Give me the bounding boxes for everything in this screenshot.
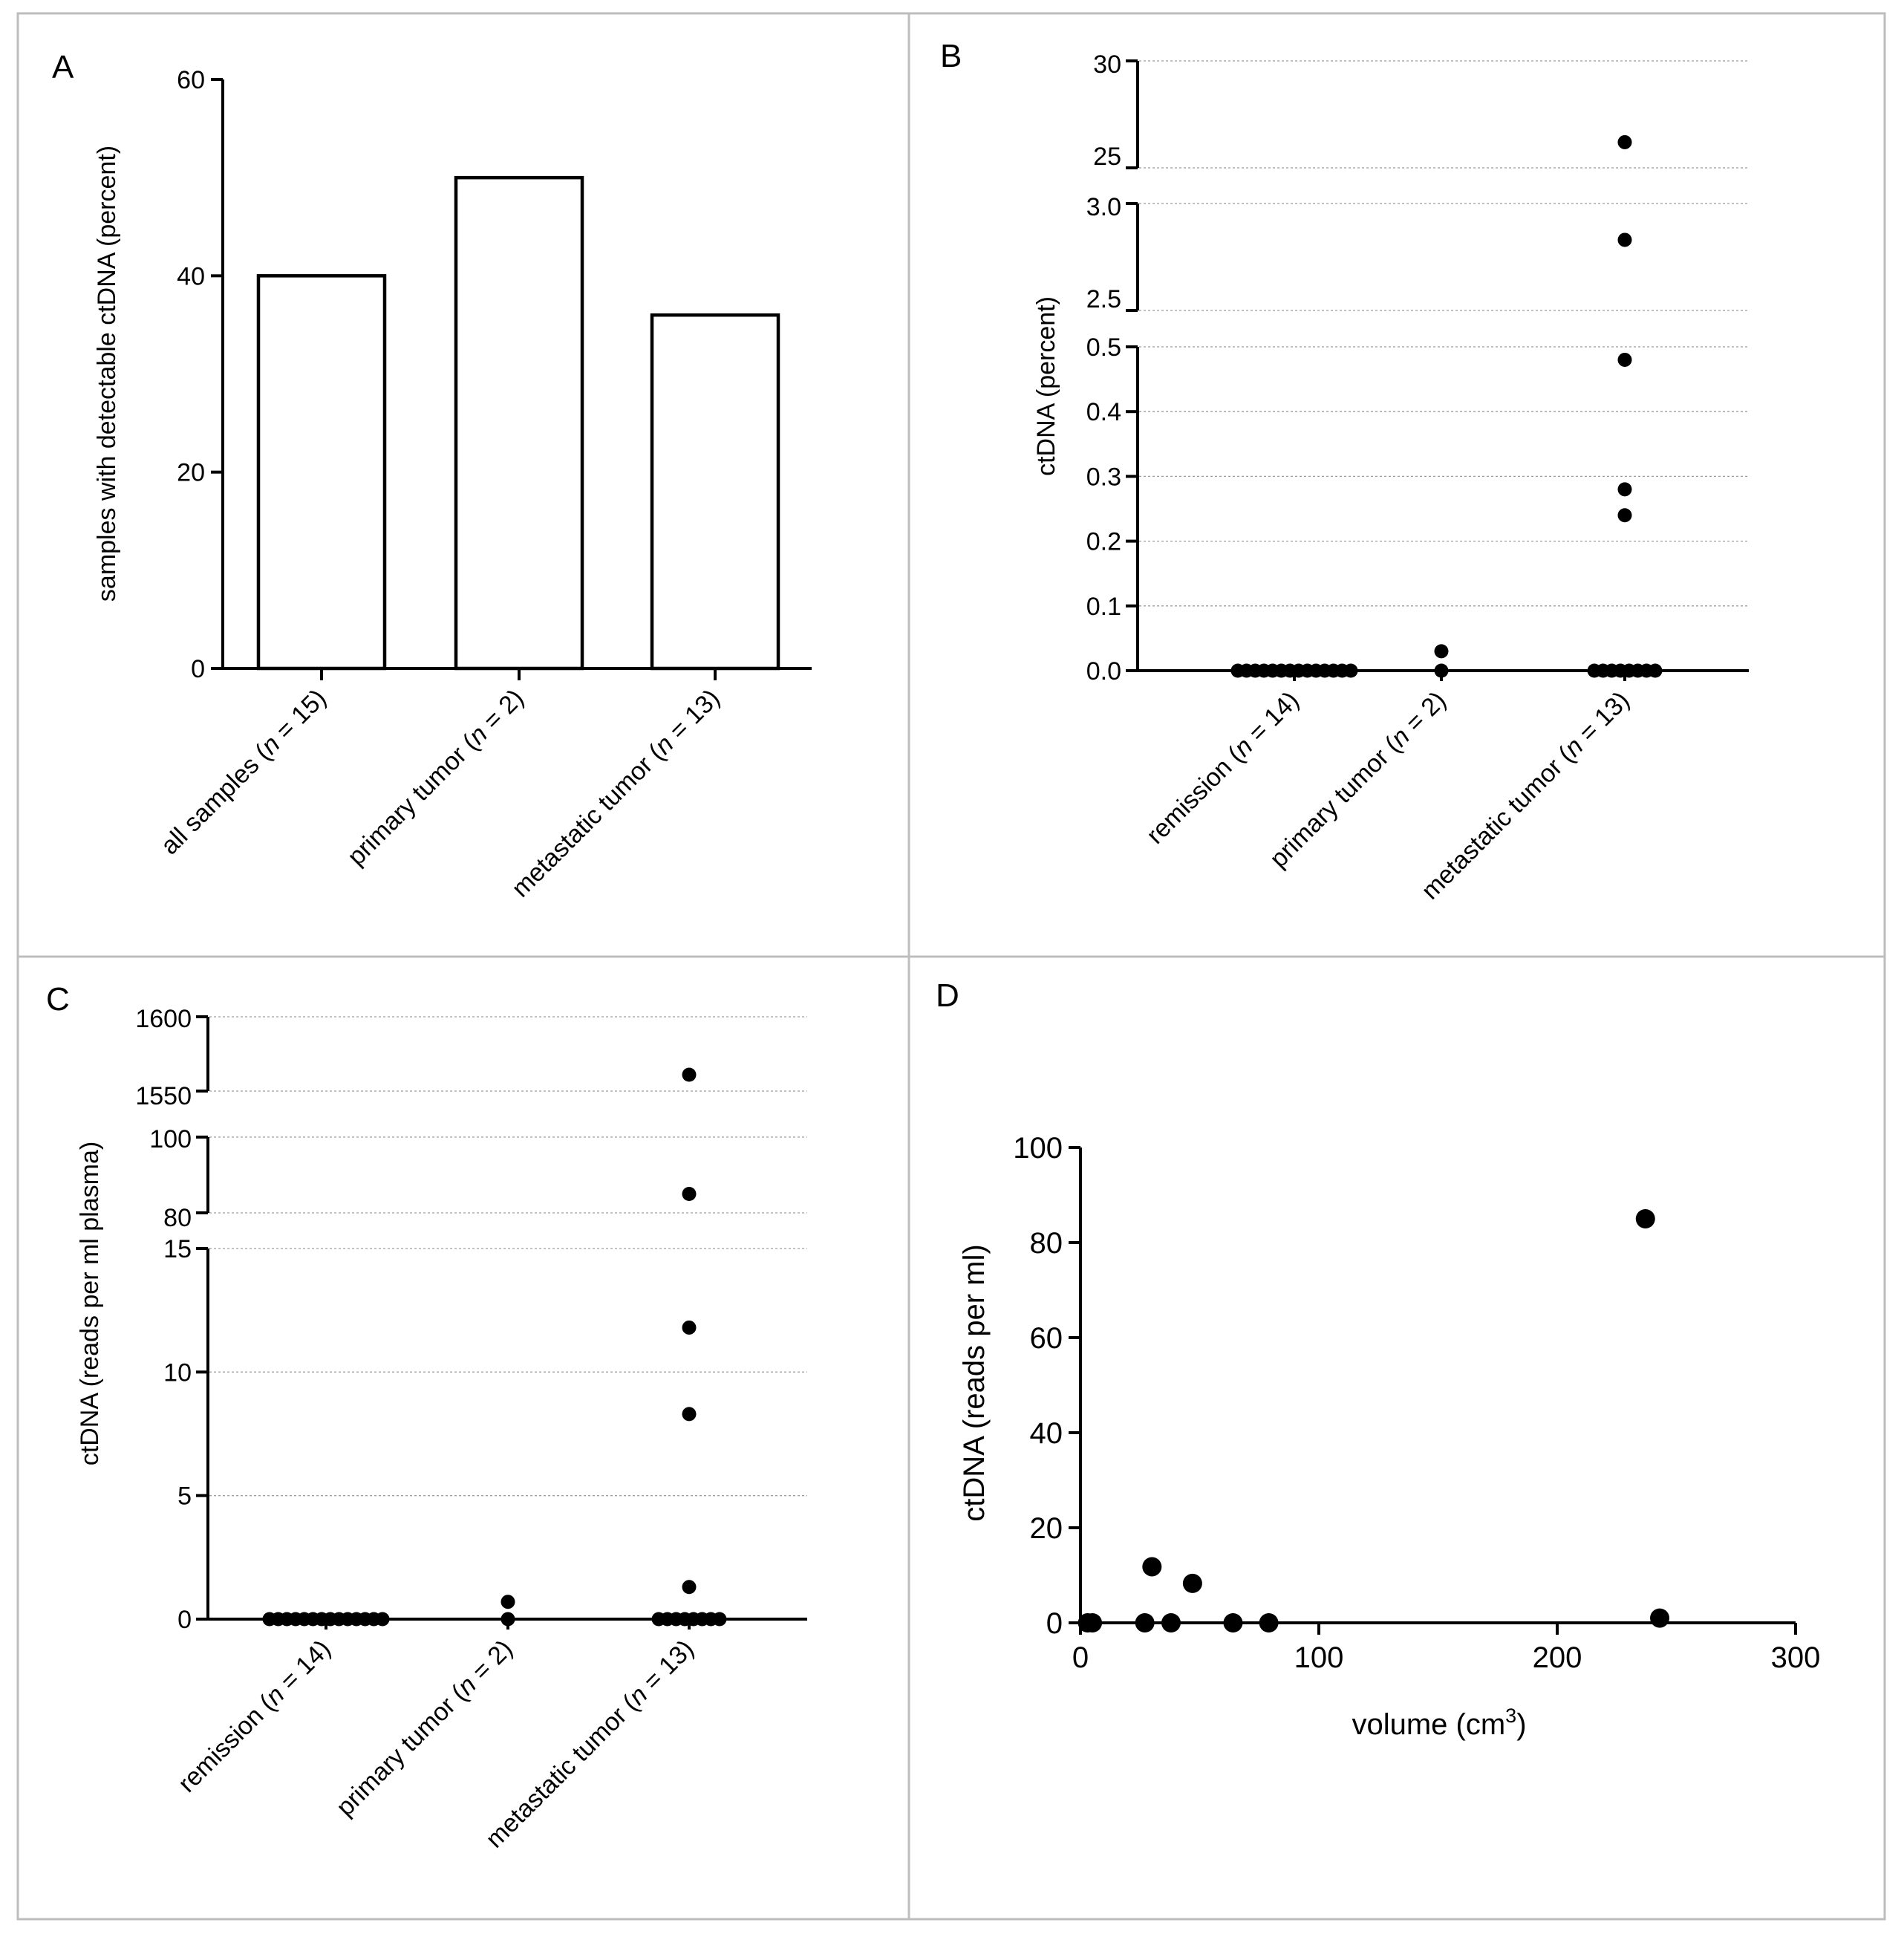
panel-a-y-tick-label: 0 [191,655,205,683]
panel-b-data-point [1617,352,1632,367]
panel-c-y-tick-label: 5 [177,1482,192,1511]
panel-d-data-point [1223,1613,1243,1632]
panel-d-data-point [1083,1613,1103,1632]
panel-label-d: D [936,977,959,1014]
panel-d-x-tick-label: 100 [1294,1641,1344,1674]
panel-d-data-point [1161,1613,1181,1632]
panel-a-bar [650,313,780,671]
panel-c-x-tick-label: remission (n = 14) [173,1635,336,1798]
panel-a-bar [256,274,387,671]
panel-d-y-axis-label: ctDNA (reads per ml) [958,1244,991,1521]
panel-c-y-tick-label: 1550 [135,1082,192,1110]
panel-b-data-point [1617,508,1632,523]
panel-c-data-point [682,1320,697,1335]
panel-b-y-tick-label: 0.3 [1086,463,1121,491]
panel-c-plot: 0 5 10 15 80 100 1550 1600 remission (n = 14)pri… [135,1005,807,1854]
panel-d-x-tick-label: 300 [1771,1641,1821,1674]
panel-b-y-tick-label: 0.0 [1086,657,1121,686]
panel-c-data-point [682,1187,697,1201]
panel-c-y-axis-label: ctDNA (reads per ml plasma) [76,1142,104,1465]
panel-c-x-tick-label: metastatic tumor (n = 13) [480,1635,700,1854]
panel-d-data-point [1635,1209,1655,1228]
panel-c-y-tick-label: 15 [163,1235,192,1263]
panel-a-y-tick-label: 60 [177,66,205,94]
panel-c-y-tick-label: 80 [163,1204,192,1232]
panel-c-data-point [375,1612,390,1627]
panel-d-x-axis-label: volume (cm3) [1352,1705,1526,1741]
panel-b-data-point [1648,663,1663,678]
panel-b-data-point [1434,663,1449,678]
panel-d-x-tick-label: 200 [1533,1641,1582,1674]
panel-c-y-tick-label: 100 [149,1125,192,1153]
panel-b-data-point [1617,134,1632,149]
panel-c-data-point [682,1580,697,1595]
panel-b-plot: 0.0 0.1 0.2 0.3 0.4 0.5 2.5 3.0 25 30 remission (n… [1086,51,1749,905]
panel-d-y-tick-label: 0 [1046,1607,1063,1640]
panel-a-y-tick-label: 20 [177,459,205,487]
panel-b-y-tick-label: 0.2 [1086,528,1121,556]
panel-b-y-tick-label: 30 [1093,51,1121,79]
panel-b-border [907,12,1886,958]
panel-b-y-tick-label: 0.4 [1086,398,1121,426]
panel-a-x-tick-label: primary tumor (n = 2) [342,684,529,871]
panel-c-data-point [501,1595,515,1609]
panel-a-y-axis-label: samples with detectable ctDNA (percent) [93,146,121,602]
panel-b-data-point [1617,482,1632,497]
panel-c-data-point [682,1407,697,1422]
panel-d-data-point [1182,1573,1202,1593]
panel-c-y-tick-label: 10 [163,1358,192,1387]
panel-d-data-point [1142,1557,1162,1577]
panel-d-y-tick-label: 40 [1030,1417,1063,1450]
panel-d-border [907,955,1886,1921]
panel-d-x-tick-label: 0 [1072,1641,1089,1674]
panel-b-y-axis-label: ctDNA (percent) [1032,296,1060,476]
panel-c-data-point [682,1067,697,1082]
panel-a-plot: 0 20 40 60 all samples (n = 15)primary tumor… [155,66,812,903]
panel-b-data-point [1434,644,1449,659]
panel-b-data-point [1343,663,1358,678]
panel-a-bar [454,175,584,671]
panel-b-y-tick-label: 3.0 [1086,193,1121,221]
panel-c-x-tick-label: primary tumor (n = 2) [331,1635,518,1822]
panel-d-plot: 0 20 40 60 80 100 0 100 200 300 [1013,1132,1820,1674]
panel-b-x-tick-label: metastatic tumor (n = 13) [1416,686,1635,905]
panel-a-y-tick-label: 40 [177,262,205,290]
panel-a-x-tick-label: metastatic tumor (n = 13) [506,684,726,903]
panel-b-x-tick-label: remission (n = 14) [1141,686,1305,850]
panel-d-data-point [1135,1613,1155,1632]
panel-d-y-tick-label: 80 [1030,1227,1063,1260]
panel-label-c: C [46,981,70,1018]
panel-c-data-point [501,1612,515,1627]
panel-d-data-point [1259,1613,1279,1632]
panel-a-x-tick-label: all samples (n = 15) [155,684,331,860]
panel-b-y-tick-label: 0.1 [1086,593,1121,621]
panel-b-y-tick-label: 25 [1093,143,1121,171]
panel-c-y-tick-label: 0 [177,1606,192,1634]
panel-b-y-tick-label: 0.5 [1086,333,1121,362]
panel-d-y-tick-label: 60 [1030,1322,1063,1355]
panel-d-data-point [1650,1608,1670,1628]
panel-c-data-point [712,1612,727,1627]
panel-label-b: B [940,38,962,74]
panel-label-a: A [52,49,74,85]
panel-b-y-tick-label: 2.5 [1086,285,1121,313]
panel-b-data-point [1617,232,1632,247]
panel-c-y-tick-label: 1600 [135,1005,192,1033]
panel-d-y-tick-label: 20 [1030,1512,1063,1545]
panel-d-y-tick-label: 100 [1013,1132,1063,1165]
